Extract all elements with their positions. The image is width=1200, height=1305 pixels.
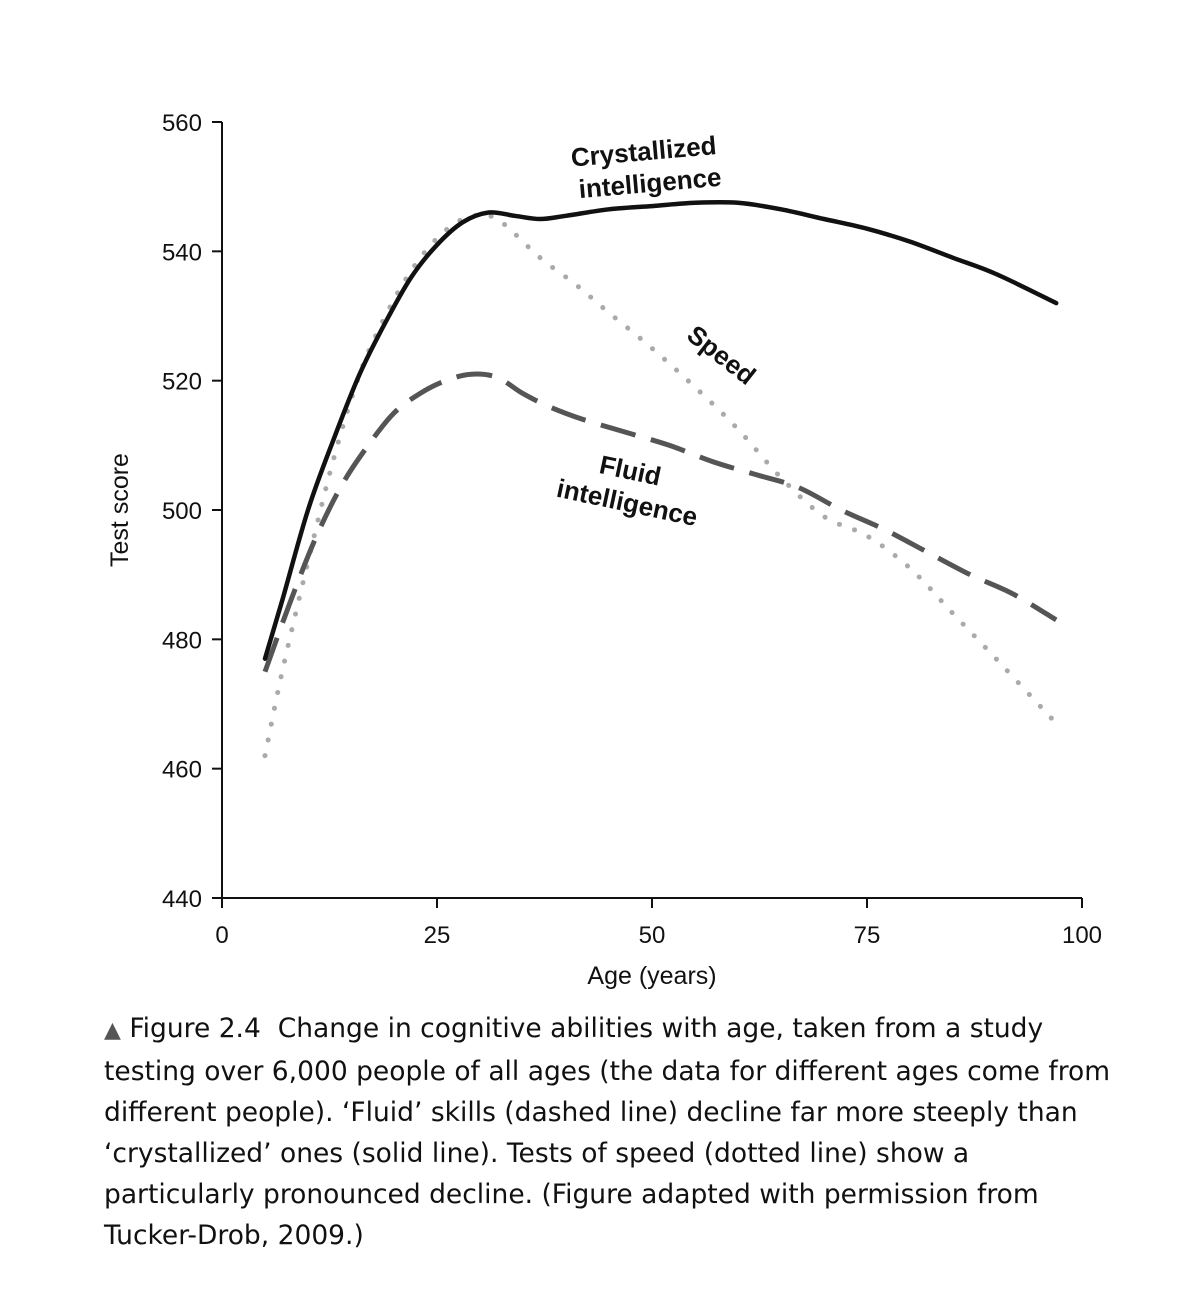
y-axis-title: Test score — [106, 453, 134, 567]
speed-label: Speed — [682, 319, 762, 391]
fluid-intelligence-label: Fluid intelligence — [554, 442, 707, 532]
series-line-fluid-intelligence — [262, 371, 1058, 673]
y-tick-label-500: 500 — [162, 498, 202, 525]
x-tick-label-50: 50 — [639, 922, 666, 949]
x-tick-label-100: 100 — [1062, 922, 1102, 949]
chart-series-labels: Crystallized intelligence Speed Fluid in… — [554, 129, 762, 532]
x-tick-label-75: 75 — [854, 922, 881, 949]
caption-figure-label: Figure 2.4 — [129, 1013, 261, 1044]
line-chart: 440 460 480 500 520 540 560 0 25 50 75 100 Age (year… — [106, 110, 1102, 990]
y-tick-label-560: 560 — [162, 110, 202, 137]
series-line-crystallized-intelligence — [262, 199, 1059, 661]
caption-triangle-icon: ▲ — [104, 1018, 121, 1043]
y-tick-label-440: 440 — [162, 886, 202, 913]
crystallized-intelligence-label: Crystallized intelligence — [570, 129, 728, 204]
chart-axes: 440 460 480 500 520 540 560 0 25 50 75 100 Age (year… — [106, 110, 1102, 990]
x-tick-label-0: 0 — [215, 922, 228, 949]
y-tick-label-540: 540 — [162, 239, 202, 266]
series-line-speed — [262, 212, 1059, 759]
chart-series-group — [262, 199, 1059, 759]
speed-label-line-1: Speed — [682, 319, 762, 391]
x-tick-label-25: 25 — [424, 922, 451, 949]
y-tick-label-520: 520 — [162, 369, 202, 396]
y-tick-label-480: 480 — [162, 627, 202, 654]
figure-caption: ▲ Figure 2.4 Change in cognitive abiliti… — [104, 1008, 1114, 1256]
y-tick-label-460: 460 — [162, 757, 202, 784]
caption-text: Change in cognitive abilities with age, … — [104, 1013, 1111, 1251]
x-axis-title: Age (years) — [587, 962, 716, 990]
